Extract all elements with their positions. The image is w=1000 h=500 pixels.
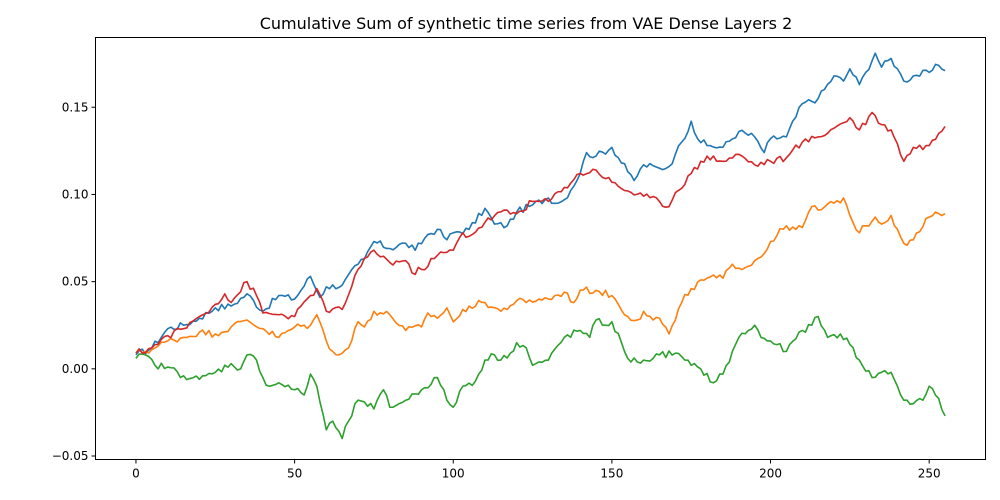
series-line-4: [135, 111, 946, 354]
chart-title: Cumulative Sum of synthetic time series …: [260, 14, 793, 33]
plot-frame: [95, 37, 986, 460]
x-tick-label: 100: [442, 467, 465, 481]
y-axis: −0.05 0.00 0.05 0.10 0.15: [52, 100, 96, 463]
y-tick-label: 0.10: [62, 187, 89, 201]
series-layer: [135, 52, 946, 440]
y-tick-label: −0.05: [52, 449, 89, 463]
y-tick-label: 0.15: [62, 100, 89, 114]
x-tick-label: 0: [132, 467, 140, 481]
x-tick-label: 250: [918, 467, 941, 481]
x-axis: 0 50 100 150 200 250: [132, 459, 941, 481]
x-tick-label: 200: [759, 467, 782, 481]
series-line-2: [135, 197, 946, 356]
x-tick-label: 150: [600, 467, 623, 481]
y-tick-label: 0.00: [62, 362, 89, 376]
y-tick-label: 0.05: [62, 275, 89, 289]
series-line-3: [135, 315, 946, 440]
x-tick-label: 50: [287, 467, 302, 481]
series-line-1: [135, 52, 946, 356]
